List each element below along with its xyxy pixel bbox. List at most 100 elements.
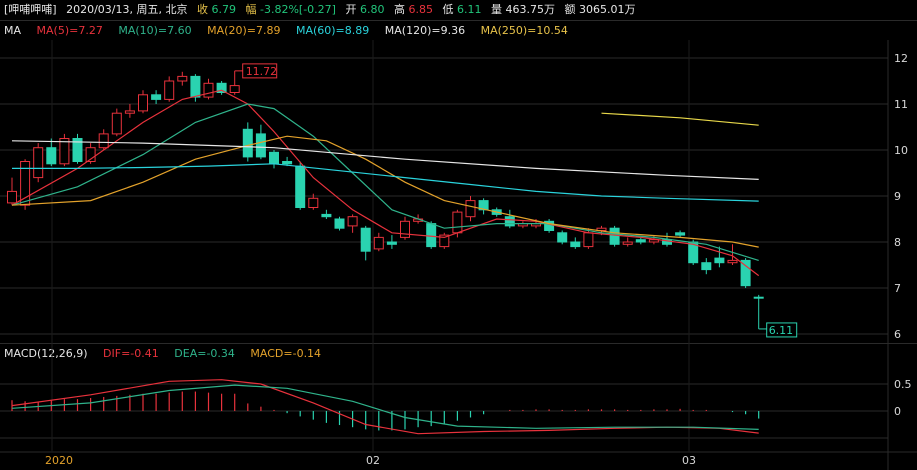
candle-up	[622, 241, 633, 245]
ma10-line	[11, 103, 759, 261]
candle-down	[295, 165, 306, 209]
candle-down	[321, 213, 332, 218]
macd-title[interactable]: MACD(12,26,9)	[4, 347, 88, 360]
ma-legend: MA MA(5)=7.27 MA(10)=7.60 MA(20)=7.89 MA…	[4, 23, 568, 39]
candle-up	[727, 259, 738, 264]
ma250-line	[601, 112, 759, 126]
price-tick-label: 10	[894, 144, 908, 157]
min-label: 6.11	[769, 324, 794, 337]
candle-down	[386, 241, 397, 245]
macd-tick-label: 0.5	[894, 378, 912, 391]
candle-down	[544, 220, 555, 232]
volume-label: 量	[490, 3, 502, 16]
candle-down	[714, 257, 725, 264]
candle-up	[138, 94, 148, 112]
candle-down	[282, 161, 293, 165]
candle-down	[570, 241, 581, 248]
quote-header: [呷哺呷哺] 2020/03/13, 周五, 北京 收 6.79 幅 -3.82…	[4, 2, 635, 18]
candle-up	[203, 82, 214, 98]
candle-down	[269, 151, 279, 165]
amount-label: 额	[564, 3, 576, 16]
candle-down	[504, 216, 515, 227]
candle-up	[373, 236, 384, 250]
macd-tick-label: 0	[894, 405, 901, 418]
time-axis-label: 03	[682, 454, 696, 467]
max-label: 11.72	[246, 65, 278, 78]
price-tick-label: 11	[894, 98, 908, 111]
dif-legend: DIF=-0.41	[103, 347, 159, 360]
price-tick-label: 8	[894, 236, 901, 249]
panel-divider	[0, 343, 917, 344]
ma10-legend: MA(10)=7.60	[118, 24, 192, 37]
dea-legend: DEA=-0.34	[174, 347, 235, 360]
close-value: 6.79	[211, 3, 236, 16]
price-tick-label: 7	[894, 282, 901, 295]
ma250-legend: MA(250)=10.54	[480, 24, 568, 37]
candle-down	[426, 223, 437, 248]
ma20-line	[11, 135, 759, 248]
volume-value: 463.75万	[505, 3, 555, 16]
candle-up	[85, 147, 96, 162]
change-label: 幅	[245, 3, 257, 16]
candle-down	[151, 94, 162, 100]
candle-down	[242, 128, 253, 158]
candle-up	[59, 138, 70, 165]
open-value: 6.80	[359, 3, 385, 16]
dea-line	[11, 384, 759, 430]
candle-up	[229, 85, 240, 93]
candle-down	[557, 232, 568, 243]
candle-up	[400, 220, 410, 238]
ma120-line	[11, 140, 759, 180]
candle-down	[701, 262, 712, 271]
high-value: 6.85	[408, 3, 433, 16]
candle-up	[7, 190, 17, 204]
price-tick-label: 12	[894, 52, 908, 65]
dif-line	[11, 379, 759, 435]
ma60-line	[12, 163, 759, 202]
candle-up	[452, 211, 463, 234]
ma120-legend: MA(120)=9.36	[384, 24, 466, 37]
header-divider	[0, 20, 917, 21]
candle-down	[334, 218, 345, 229]
quote-date: 2020/03/13, 周五, 北京	[66, 3, 188, 16]
candle-down	[46, 147, 57, 165]
candle-down	[216, 82, 227, 94]
ma60-legend: MA(60)=8.89	[295, 24, 370, 37]
max-box	[242, 63, 278, 79]
high-label: 高	[393, 3, 405, 16]
candle-up	[98, 133, 109, 149]
low-label: 低	[442, 3, 454, 16]
time-axis-label: 2020	[45, 454, 73, 467]
candle-up	[347, 216, 358, 227]
macd-value-legend: MACD=-0.14	[250, 347, 322, 360]
ma5-legend: MA(5)=7.27	[36, 24, 103, 37]
open-label: 开	[345, 3, 357, 16]
candle-up	[20, 161, 31, 206]
candle-up	[465, 200, 476, 218]
macd-legend: MACD(12,26,9) DIF=-0.41 DEA=-0.34 MACD=-…	[4, 346, 321, 362]
min-box	[766, 322, 798, 338]
candle-up	[111, 112, 122, 135]
price-tick-label: 6	[894, 328, 901, 341]
candle-down	[255, 133, 266, 158]
stock-name: [呷哺呷哺]	[4, 3, 57, 16]
candle-up	[308, 197, 319, 209]
close-label: 收	[196, 3, 208, 16]
candle-up	[33, 147, 44, 179]
candle-down	[609, 227, 620, 245]
low-value: 6.11	[456, 3, 482, 16]
candle-down	[635, 239, 646, 243]
candle-up	[124, 110, 135, 114]
candle-down	[190, 75, 201, 98]
candle-up	[583, 232, 594, 248]
candle-down	[72, 138, 83, 162]
ma5-line	[11, 89, 760, 277]
candle-down	[740, 259, 751, 287]
candle-up	[439, 234, 450, 248]
ma-title[interactable]: MA	[4, 24, 22, 37]
candle-down	[753, 296, 764, 299]
time-axis-label: 02	[366, 454, 380, 467]
price-tick-label: 9	[894, 190, 901, 203]
amount-value: 3065.01万	[578, 3, 636, 16]
